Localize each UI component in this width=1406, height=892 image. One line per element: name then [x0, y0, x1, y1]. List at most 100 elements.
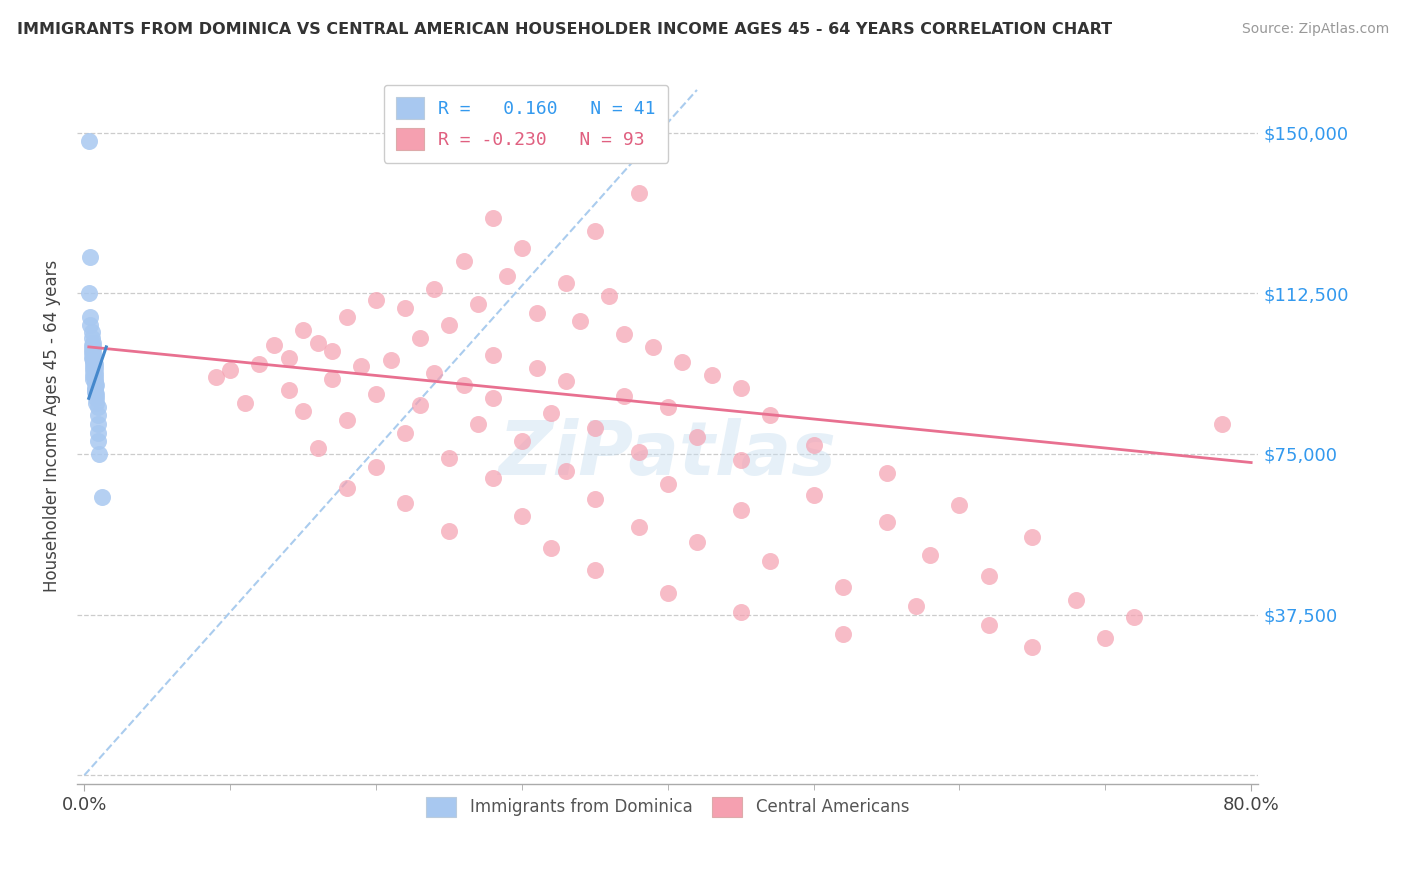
Point [247, 357, 270, 371]
Point [496, 269, 519, 284]
Point [364, 387, 387, 401]
Point [83, 384, 105, 399]
Point [87, 447, 110, 461]
Point [292, 404, 315, 418]
Point [759, 554, 782, 568]
Point [83, 374, 105, 388]
Point [336, 310, 359, 324]
Point [277, 383, 299, 397]
Point [453, 378, 475, 392]
Point [437, 451, 460, 466]
Point [82, 359, 104, 374]
Point [803, 438, 825, 452]
Text: ZiPatlas: ZiPatlas [499, 418, 837, 491]
Point [80, 325, 103, 339]
Point [423, 366, 446, 380]
Point [350, 359, 373, 374]
Point [510, 509, 533, 524]
Point [219, 363, 242, 377]
Point [84, 378, 107, 392]
Point [643, 340, 665, 354]
Point [627, 445, 650, 459]
Point [80, 331, 103, 345]
Point [80, 337, 103, 351]
Y-axis label: Householder Income Ages 45 - 64 years: Householder Income Ages 45 - 64 years [44, 260, 60, 592]
Point [540, 406, 562, 420]
Point [730, 606, 752, 620]
Point [481, 211, 503, 226]
Point [583, 421, 606, 435]
Point [831, 580, 853, 594]
Point [292, 323, 315, 337]
Point [977, 569, 1000, 583]
Point [204, 370, 226, 384]
Text: Source: ZipAtlas.com: Source: ZipAtlas.com [1241, 22, 1389, 37]
Point [86, 434, 108, 449]
Point [321, 344, 343, 359]
Point [82, 355, 104, 369]
Point [481, 392, 503, 406]
Point [79, 318, 101, 333]
Point [657, 400, 679, 414]
Point [380, 352, 402, 367]
Point [364, 459, 387, 474]
Point [554, 464, 576, 478]
Point [481, 349, 503, 363]
Point [1021, 531, 1043, 545]
Point [233, 395, 256, 409]
Point [627, 186, 650, 200]
Point [803, 488, 825, 502]
Point [657, 586, 679, 600]
Point [1211, 417, 1233, 431]
Point [948, 499, 970, 513]
Point [977, 618, 1000, 632]
Point [82, 372, 104, 386]
Point [336, 481, 359, 495]
Point [686, 534, 709, 549]
Point [394, 496, 416, 510]
Point [876, 516, 898, 530]
Point [83, 381, 105, 395]
Point [481, 470, 503, 484]
Point [554, 276, 576, 290]
Point [730, 453, 752, 467]
Point [904, 599, 927, 613]
Point [82, 368, 104, 382]
Point [540, 541, 562, 556]
Point [83, 383, 105, 397]
Point [657, 477, 679, 491]
Point [1064, 592, 1087, 607]
Point [336, 413, 359, 427]
Point [90, 490, 112, 504]
Point [700, 368, 723, 382]
Point [79, 310, 101, 324]
Point [364, 293, 387, 307]
Point [82, 335, 104, 350]
Point [80, 351, 103, 365]
Point [467, 297, 489, 311]
Point [83, 376, 105, 391]
Point [277, 351, 299, 365]
Point [671, 355, 693, 369]
Text: IMMIGRANTS FROM DOMINICA VS CENTRAL AMERICAN HOUSEHOLDER INCOME AGES 45 - 64 YEA: IMMIGRANTS FROM DOMINICA VS CENTRAL AMER… [17, 22, 1112, 37]
Legend: Immigrants from Dominica, Central Americans: Immigrants from Dominica, Central Americ… [418, 789, 918, 825]
Point [613, 389, 636, 403]
Point [86, 409, 108, 423]
Point [759, 409, 782, 423]
Point [554, 374, 576, 388]
Point [83, 370, 105, 384]
Point [84, 392, 107, 406]
Point [77, 134, 100, 148]
Point [510, 241, 533, 255]
Point [82, 344, 104, 359]
Point [86, 425, 108, 440]
Point [83, 361, 105, 376]
Point [86, 400, 108, 414]
Point [82, 340, 104, 354]
Point [467, 417, 489, 431]
Point [423, 282, 446, 296]
Point [437, 318, 460, 333]
Point [77, 286, 100, 301]
Point [409, 398, 432, 412]
Point [627, 520, 650, 534]
